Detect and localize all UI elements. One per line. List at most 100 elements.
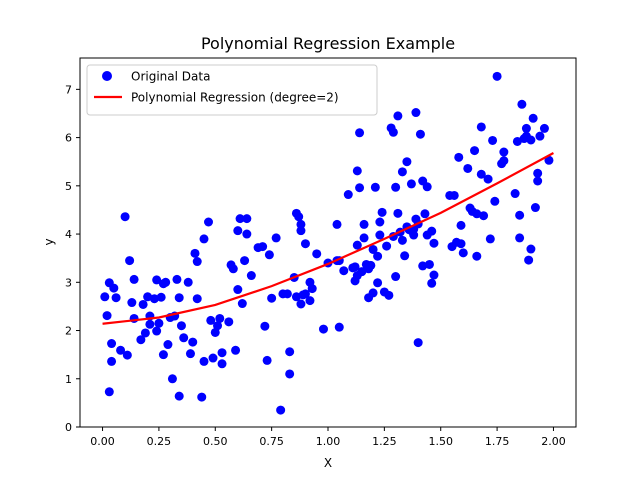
data-point [152,326,162,336]
x-tick-label: 2.00 [541,435,566,448]
data-point [228,264,238,274]
data-point [176,321,186,331]
data-point [449,190,459,200]
data-point [156,292,166,302]
data-point [422,182,432,192]
data-point [294,212,304,222]
data-point [174,293,184,303]
data-point [199,234,209,244]
data-point [472,251,482,261]
data-point [107,339,117,349]
data-point [544,155,554,165]
data-point [116,345,126,355]
data-point [418,261,428,271]
data-point [415,129,425,139]
data-point [424,259,434,269]
data-point [242,229,252,239]
y-tick-label: 5 [65,180,72,193]
data-point [107,356,117,366]
data-point [535,131,545,141]
data-point [375,217,385,227]
data-point [458,248,468,258]
data-point [271,233,281,243]
data-point [260,321,270,331]
data-point [397,235,407,245]
data-point [233,285,243,295]
data-point [104,387,114,397]
data-point [539,123,549,133]
data-point [120,212,130,222]
x-axis: 0.00 0.25 0.50 0.75 1.00 1.25 1.50 1.75 2.00 [90,427,566,448]
data-point [240,256,250,266]
y-axis: 0 1 2 3 4 5 6 7 [65,83,80,434]
data-point [161,277,171,287]
data-point [393,111,403,121]
data-point [296,219,306,229]
y-tick-label: 6 [65,132,72,145]
data-point [512,136,522,146]
data-point [127,298,137,308]
data-point [143,292,153,302]
data-point [235,214,245,224]
plot-area [79,57,577,428]
data-point [174,391,184,401]
data-point [154,318,164,328]
data-point [305,296,315,306]
data-point [197,392,207,402]
data-point [427,226,437,236]
data-point [129,274,139,284]
data-point [400,251,410,261]
y-tick-label: 3 [65,276,72,289]
x-tick-label: 1.75 [485,435,510,448]
data-point [206,315,216,325]
data-point [152,275,162,285]
y-tick-label: 4 [65,228,72,241]
data-point [476,122,486,132]
data-point [217,359,227,369]
legend-label-regression: Polynomial Regression (degree=2) [131,91,339,105]
data-point [210,327,220,337]
data-point [312,249,322,259]
data-point [185,349,195,359]
data-point [526,135,536,145]
data-point [262,355,272,365]
data-point [366,260,376,270]
data-point [352,240,362,250]
data-point [391,182,401,192]
data-point [217,348,227,358]
data-point [183,277,193,287]
x-tick-label: 1.00 [316,435,341,448]
data-point [192,294,202,304]
legend-label-original-data: Original Data [131,70,210,84]
data-point [499,147,509,157]
data-point [406,179,416,189]
data-point [224,317,234,327]
data-point [485,234,495,244]
data-point [122,350,132,360]
data-point [470,146,480,156]
data-point [231,345,241,355]
data-point [357,267,367,277]
data-point [109,283,119,293]
data-point [533,176,543,186]
data-point [397,167,407,177]
data-point [370,182,380,192]
data-point [413,338,423,348]
data-point [359,219,369,229]
data-point [373,278,383,288]
data-point [472,209,482,219]
data-point [499,156,509,166]
data-point [429,238,439,248]
data-point [483,174,493,184]
data-point [456,220,466,230]
data-point [476,169,486,179]
data-point [427,278,437,288]
data-point [515,210,525,220]
data-point [149,294,159,304]
data-point [264,250,274,260]
data-point [355,183,365,193]
data-point [158,350,168,360]
chart-title: Polynomial Regression Example [201,34,455,53]
data-point [136,335,146,345]
x-tick-label: 0.50 [203,435,228,448]
